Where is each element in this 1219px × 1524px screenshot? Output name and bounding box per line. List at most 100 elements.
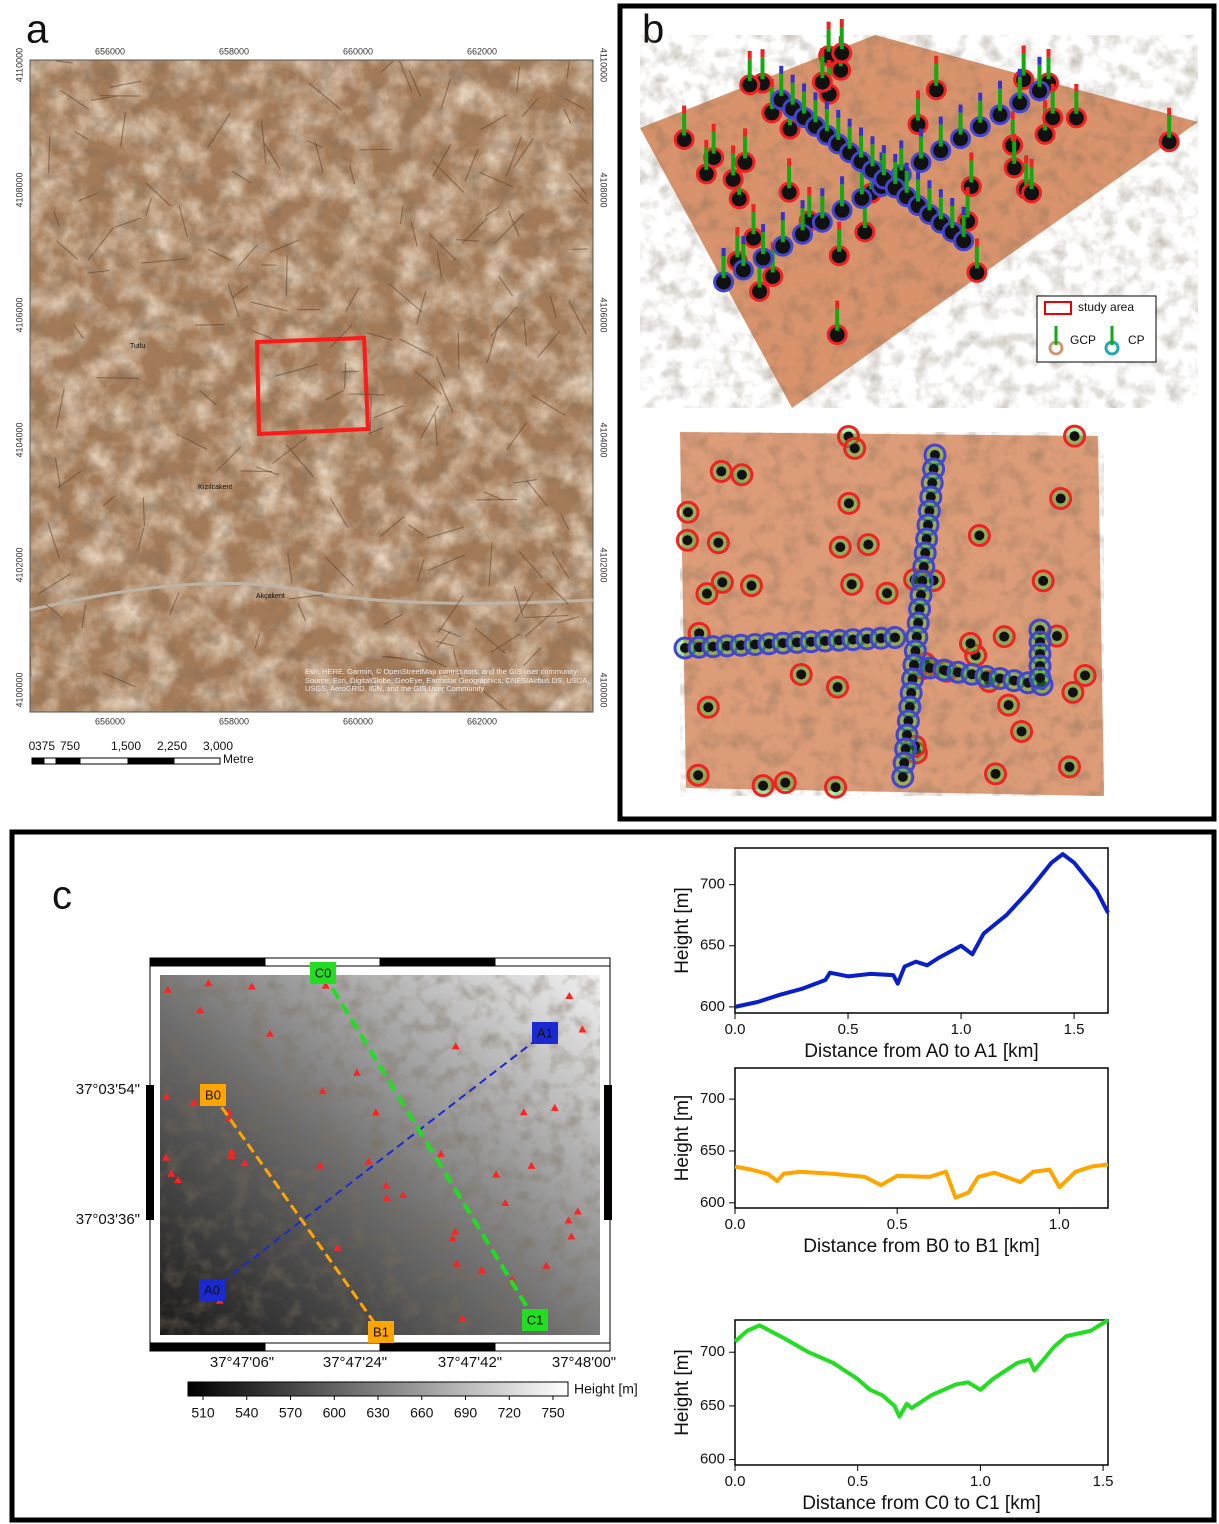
ravine: [572, 249, 588, 250]
marker-core: [890, 633, 900, 643]
colorbar-tick-label: 660: [410, 1405, 434, 1421]
scale-label: 2,250: [157, 739, 187, 753]
marker-core: [1004, 700, 1014, 710]
plot-frame: [735, 1068, 1108, 1208]
x-tick-label: 0.5: [838, 1021, 859, 1038]
marker-head: [1030, 159, 1034, 167]
marker-head: [959, 105, 963, 113]
scale-segment: [56, 758, 80, 764]
marker-core: [713, 538, 723, 548]
marker-head: [848, 119, 852, 127]
x-tick-label: 0.0: [725, 1216, 746, 1233]
x-tick-label: 1.0: [1049, 1216, 1070, 1233]
marker-head: [825, 101, 829, 109]
marker-core: [682, 535, 692, 545]
place-name: Akçakent: [256, 593, 285, 600]
y-tick-label: 4104000: [599, 422, 609, 457]
y-tick-label: 650: [700, 1397, 725, 1414]
marker-core: [974, 531, 984, 541]
scale-segment: [174, 758, 220, 764]
x-tick-label: 0.0: [725, 1021, 746, 1038]
marker-core: [702, 589, 712, 599]
legend-label: CP: [1128, 333, 1145, 347]
y-tick-label: 650: [700, 1142, 725, 1159]
marker-head: [1024, 155, 1028, 163]
marker-head: [837, 222, 841, 230]
frame-tick: [380, 1343, 495, 1351]
scale-segment: [80, 758, 128, 764]
marker-core: [1068, 687, 1078, 697]
marker-head: [1074, 84, 1078, 92]
marker-core: [716, 466, 726, 476]
y-tick-label: 4100000: [599, 672, 609, 707]
marker-head: [962, 207, 966, 215]
y-tick-label: 4108000: [14, 172, 24, 207]
y-tick-label: 4106000: [14, 297, 24, 332]
x-tick-label: 658000: [219, 46, 249, 56]
marker-head: [704, 140, 708, 148]
marker-head: [934, 56, 938, 64]
colorbar-tick-label: 510: [191, 1405, 215, 1421]
marker-head: [1018, 69, 1022, 77]
marker-head: [939, 189, 943, 197]
colorbar: [188, 1382, 568, 1396]
marker-core: [844, 498, 854, 508]
marker-head: [939, 117, 943, 125]
marker-head: [998, 81, 1002, 89]
place-name: Kızılcakent: [198, 484, 232, 491]
x-axis-label: Distance from B0 to B1 [km]: [803, 1236, 1040, 1257]
profile-label: C0: [315, 965, 332, 980]
marker-core: [898, 772, 908, 782]
y-tick-label: 650: [700, 937, 725, 954]
marker-head: [1012, 134, 1016, 142]
marker-head: [1011, 111, 1015, 119]
marker-head: [840, 176, 844, 184]
profile-label: A1: [537, 1025, 553, 1040]
marker-head: [813, 92, 817, 100]
lat-label: 37°03'54": [76, 1081, 140, 1098]
profile-label: B1: [373, 1324, 389, 1339]
marker-core: [831, 782, 841, 792]
ortho-texture: [680, 432, 1104, 796]
marker-core: [1056, 494, 1066, 504]
marker-core: [847, 579, 857, 589]
marker-core: [1017, 726, 1027, 736]
frame-tick: [150, 958, 265, 966]
marker-head: [807, 187, 811, 195]
marker-core: [683, 507, 693, 517]
y-tick-label: 4110000: [14, 48, 24, 82]
marker-head: [712, 124, 716, 132]
y-tick-label: 4110000: [599, 48, 609, 82]
y-axis-label: Height [m]: [672, 1349, 693, 1436]
marker-head: [905, 163, 909, 171]
y-tick-label: 4104000: [14, 422, 24, 457]
x-axis-label: Distance from C0 to C1 [km]: [802, 1493, 1041, 1514]
marker-head: [827, 22, 831, 30]
colorbar-tick-label: 750: [541, 1405, 565, 1421]
x-tick-label: 660000: [343, 46, 373, 56]
marker-core: [758, 781, 768, 791]
marker-head: [1046, 49, 1050, 57]
marker-head: [801, 200, 805, 208]
marker-head: [741, 236, 745, 244]
legend-label: study area: [1078, 300, 1134, 314]
x-tick-label: 0.5: [887, 1216, 908, 1233]
scale-unit: Metre: [223, 752, 254, 766]
marker-head: [827, 60, 831, 68]
marker-head: [770, 79, 774, 87]
marker-head: [722, 248, 726, 256]
panel-label: b: [642, 8, 664, 52]
marker-core: [882, 588, 892, 598]
x-tick-label: 1.0: [970, 1473, 991, 1490]
plot-frame: [735, 848, 1108, 1013]
y-tick-label: 4102000: [14, 547, 24, 582]
marker-head: [802, 83, 806, 91]
marker-head: [748, 51, 752, 59]
legend-label: GCP: [1070, 333, 1096, 347]
marker-head: [916, 90, 920, 98]
marker-head: [882, 145, 886, 153]
profile-label: A0: [204, 1282, 220, 1297]
y-tick-label: 4106000: [599, 297, 609, 332]
marker-head: [1051, 84, 1055, 92]
frame-tick: [146, 1085, 154, 1220]
